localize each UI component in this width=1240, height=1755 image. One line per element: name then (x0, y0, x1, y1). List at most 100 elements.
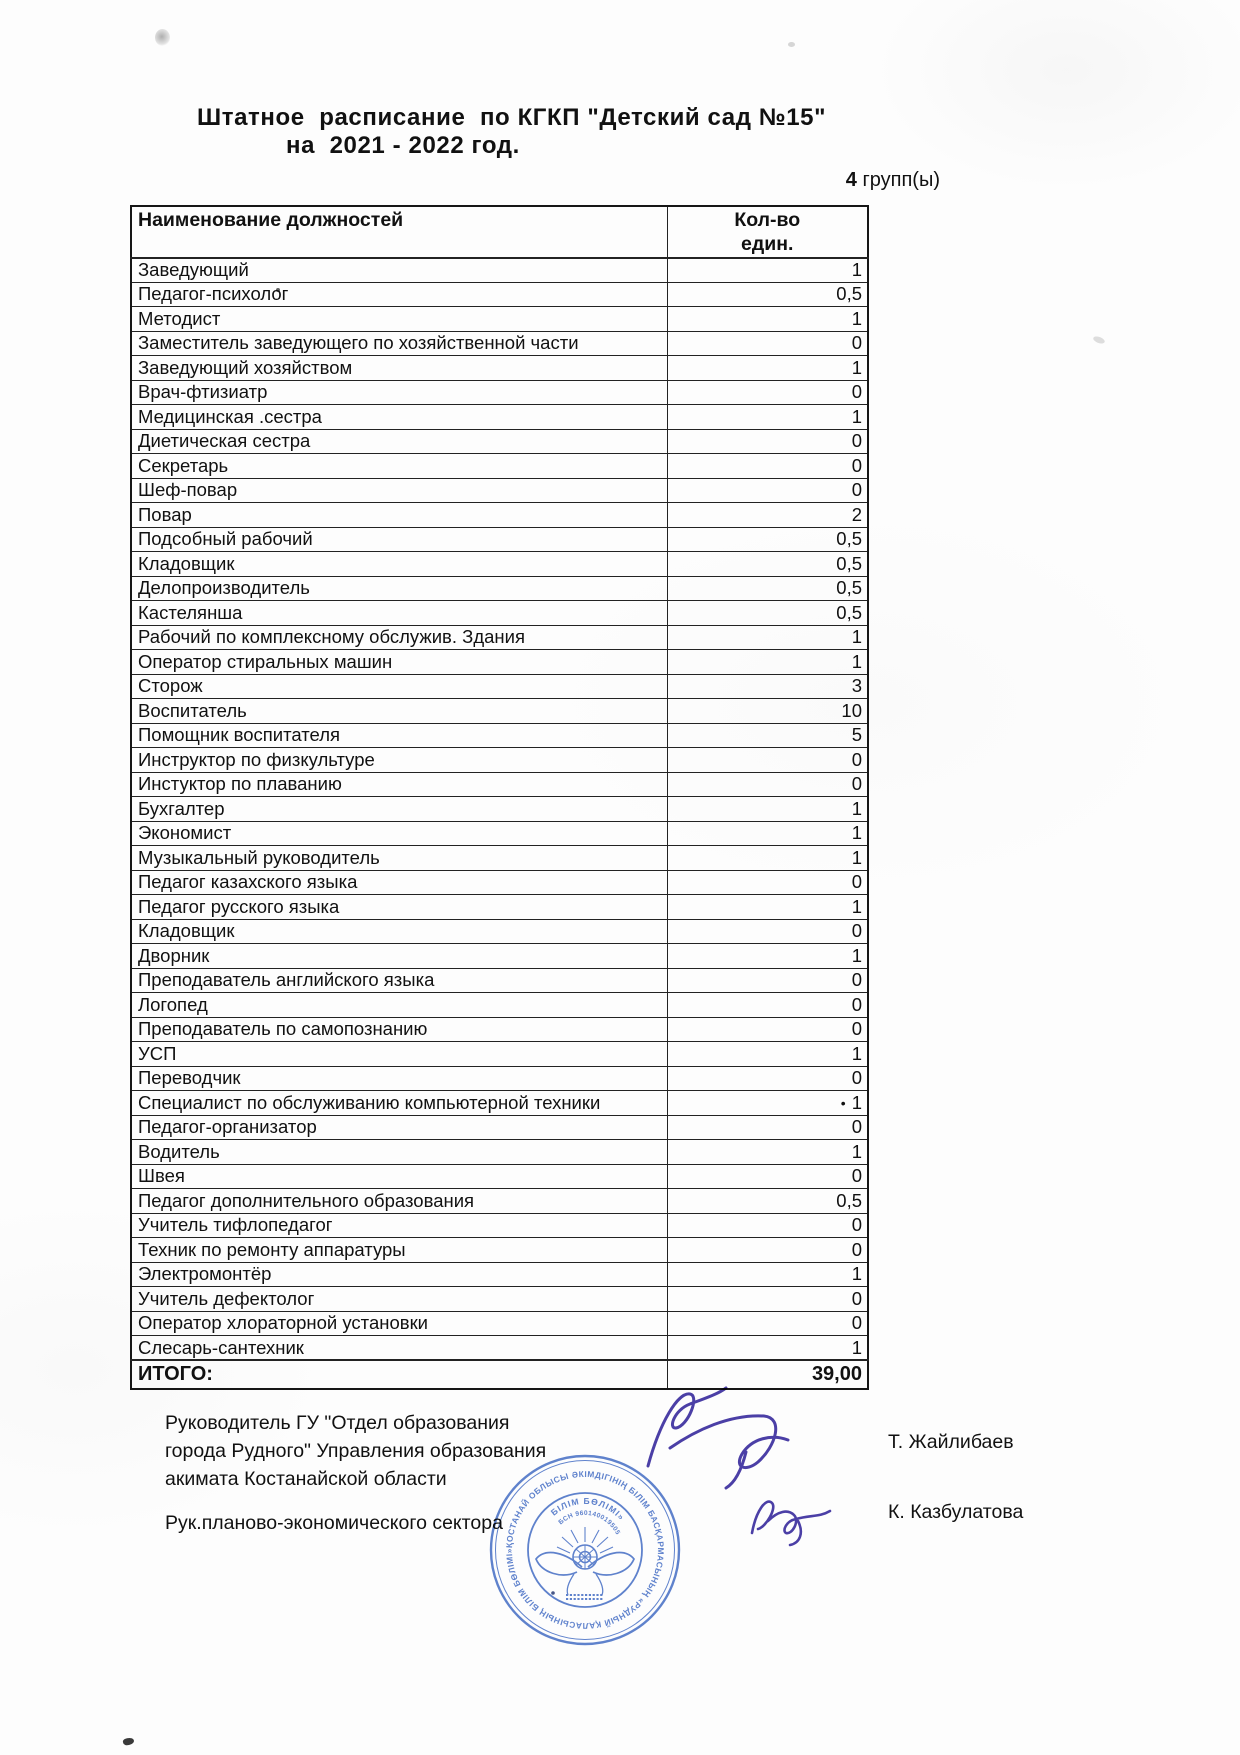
table-row: Инструктор по физкультуре 0 (130, 747, 869, 773)
position-name: Преподаватель по самопознанию (130, 1016, 668, 1043)
table-row: УСП 1 (130, 1041, 869, 1067)
table-row: Швея 0 (130, 1163, 869, 1190)
scan-artifact-dot (155, 29, 170, 46)
table-row: Специалист по обслуживанию компьютерной … (130, 1090, 869, 1116)
position-name: Сторож (130, 673, 668, 700)
position-name: Швея (130, 1163, 668, 1190)
stamp-inner-ring (527, 1492, 643, 1608)
position-name: Кладовщик (130, 918, 668, 945)
position-name: Специалист по обслуживанию компьютерной … (130, 1090, 668, 1116)
position-name: Учитель дефектолог (130, 1286, 668, 1312)
table-row: Экономист 1 (130, 820, 869, 847)
table-header: Наименование должностей Кол-во един. (130, 205, 869, 259)
position-count: 1 (666, 1335, 869, 1361)
position-name: Инстуктор по плаванию (130, 771, 668, 798)
positions-table: Наименование должностей Кол-во един. Зав… (130, 205, 869, 1391)
stamp-outer-ring (489, 1454, 681, 1646)
table-row: Повар 2 (130, 502, 869, 528)
document-title-line2: на 2021 - 2022 год. (286, 132, 520, 159)
groups-count-label: групп(ы) (856, 169, 940, 191)
position-name: Инструктор по физкультуре (130, 747, 668, 773)
scan-artifact-speck (788, 42, 795, 47)
position-count: 0 (666, 453, 869, 479)
position-name: Педагог русского языка (130, 894, 668, 920)
table-row: Подсобный рабочий 0,5 (130, 526, 869, 553)
position-name: Повар (130, 502, 668, 528)
table-row: Оператор хлораторной установки 0 (130, 1310, 869, 1337)
approver1-title: Руководитель ГУ "Отдел образования город… (165, 1409, 546, 1493)
position-count: 1 (666, 624, 869, 651)
position-name: Логопед (130, 992, 668, 1018)
table-row: Дворник 1 (130, 943, 869, 969)
table-row: Кладовщик 0,5 (130, 551, 869, 577)
position-count: 0 (666, 379, 869, 406)
position-name: Шеф-повар (130, 477, 668, 504)
position-name: Диетическая сестра (130, 428, 668, 455)
position-count: 0 (666, 1065, 869, 1092)
position-name: Педагог-организатор (130, 1114, 668, 1141)
table-row: Врач-фтизиатр 0 (130, 379, 869, 406)
position-count: 0 (666, 918, 869, 945)
position-name: Техник по ремонту аппаратуры (130, 1237, 668, 1263)
dot-marker: • (840, 1094, 846, 1111)
position-count: 0,5 (666, 600, 869, 626)
table-row: Педагог-организатор 0 (130, 1114, 869, 1141)
approver1-title-line3: акимата Костанайской области (165, 1468, 447, 1490)
position-count: 1 (666, 1139, 869, 1165)
position-name: Педагог дополнительного образования (130, 1188, 668, 1214)
table-row: Диетическая сестра 0 (130, 428, 869, 455)
table-row: Педагог дополнительного образования 0,5 (130, 1188, 869, 1214)
position-name: Учитель тифлопедагог (130, 1212, 668, 1239)
stamp-outer-ring2 (495, 1460, 675, 1640)
position-count: 1 (666, 257, 869, 283)
position-count: 1 (666, 355, 869, 381)
table-row: Музыкальный руководитель 1 (130, 845, 869, 871)
position-count: 5 (666, 722, 869, 749)
position-count: 0 (666, 1286, 869, 1312)
position-name: Заведующий (130, 257, 668, 283)
table-row: Кастелянша 0,5 (130, 600, 869, 626)
position-count: 0 (666, 1237, 869, 1263)
table-row: Методист 1 (130, 306, 869, 332)
stamp-emblem (535, 1527, 635, 1600)
table-row: Преподаватель английского языка 0 (130, 967, 869, 994)
table-row: Оператор стиральных машин 1 (130, 649, 869, 675)
position-count: 0 (666, 992, 869, 1018)
table-row: Логопед 0 (130, 992, 869, 1018)
position-name: Оператор хлораторной установки (130, 1310, 668, 1337)
position-name: УСП (130, 1041, 668, 1067)
position-count: 10 (666, 698, 869, 724)
table-row: Кладовщик 0 (130, 918, 869, 945)
position-name: Медицинская .сестра (130, 404, 668, 430)
table-row: Учитель дефектолог 0 (130, 1286, 869, 1312)
position-name: Заведующий хозяйством (130, 355, 668, 381)
table-row: Заведующий 1 (130, 257, 869, 283)
position-count: • 1 (666, 1090, 869, 1116)
position-name: Слесарь-сантехник (130, 1335, 668, 1361)
position-name: Оператор стиральных машин (130, 649, 668, 675)
position-name: Экономист (130, 820, 668, 847)
table-row: Водитель 1 (130, 1139, 869, 1165)
table-row: Шеф-повар 0 (130, 477, 869, 504)
position-count: 1 (666, 894, 869, 920)
header-row: Наименование должностей Кол-во един. (130, 205, 869, 259)
position-count: 1 (666, 1261, 869, 1288)
position-count: 0,5 (666, 1188, 869, 1214)
count-header-line1: Кол-во (734, 209, 801, 231)
total-label: ИТОГО: (130, 1359, 668, 1390)
scan-artifact-smudge (1092, 335, 1106, 345)
positions-table-body: Заведующий 1 Педагог-психолог 0,5 Методист 1 З… (130, 257, 869, 1361)
approver2-name: К. Казбулатова (888, 1501, 1024, 1523)
total-row: ИТОГО: 39,00 (130, 1359, 869, 1390)
position-count: 1 (666, 1041, 869, 1067)
position-count: 1 (666, 306, 869, 332)
total-value: 39,00 (666, 1359, 869, 1390)
position-count: 0 (666, 1114, 869, 1141)
table-row: Преподаватель по самопознанию 0 (130, 1016, 869, 1043)
official-stamp: ҚОСТАНАЙ ОБЛЫСЫ ӘКІМДІГІНІҢ БІЛІМ БАСҚАР… (478, 1443, 681, 1646)
position-name: Кастелянша (130, 600, 668, 626)
position-count: 0 (666, 1212, 869, 1239)
position-count: 0 (666, 477, 869, 504)
table-row: Учитель тифлопедагог 0 (130, 1212, 869, 1239)
